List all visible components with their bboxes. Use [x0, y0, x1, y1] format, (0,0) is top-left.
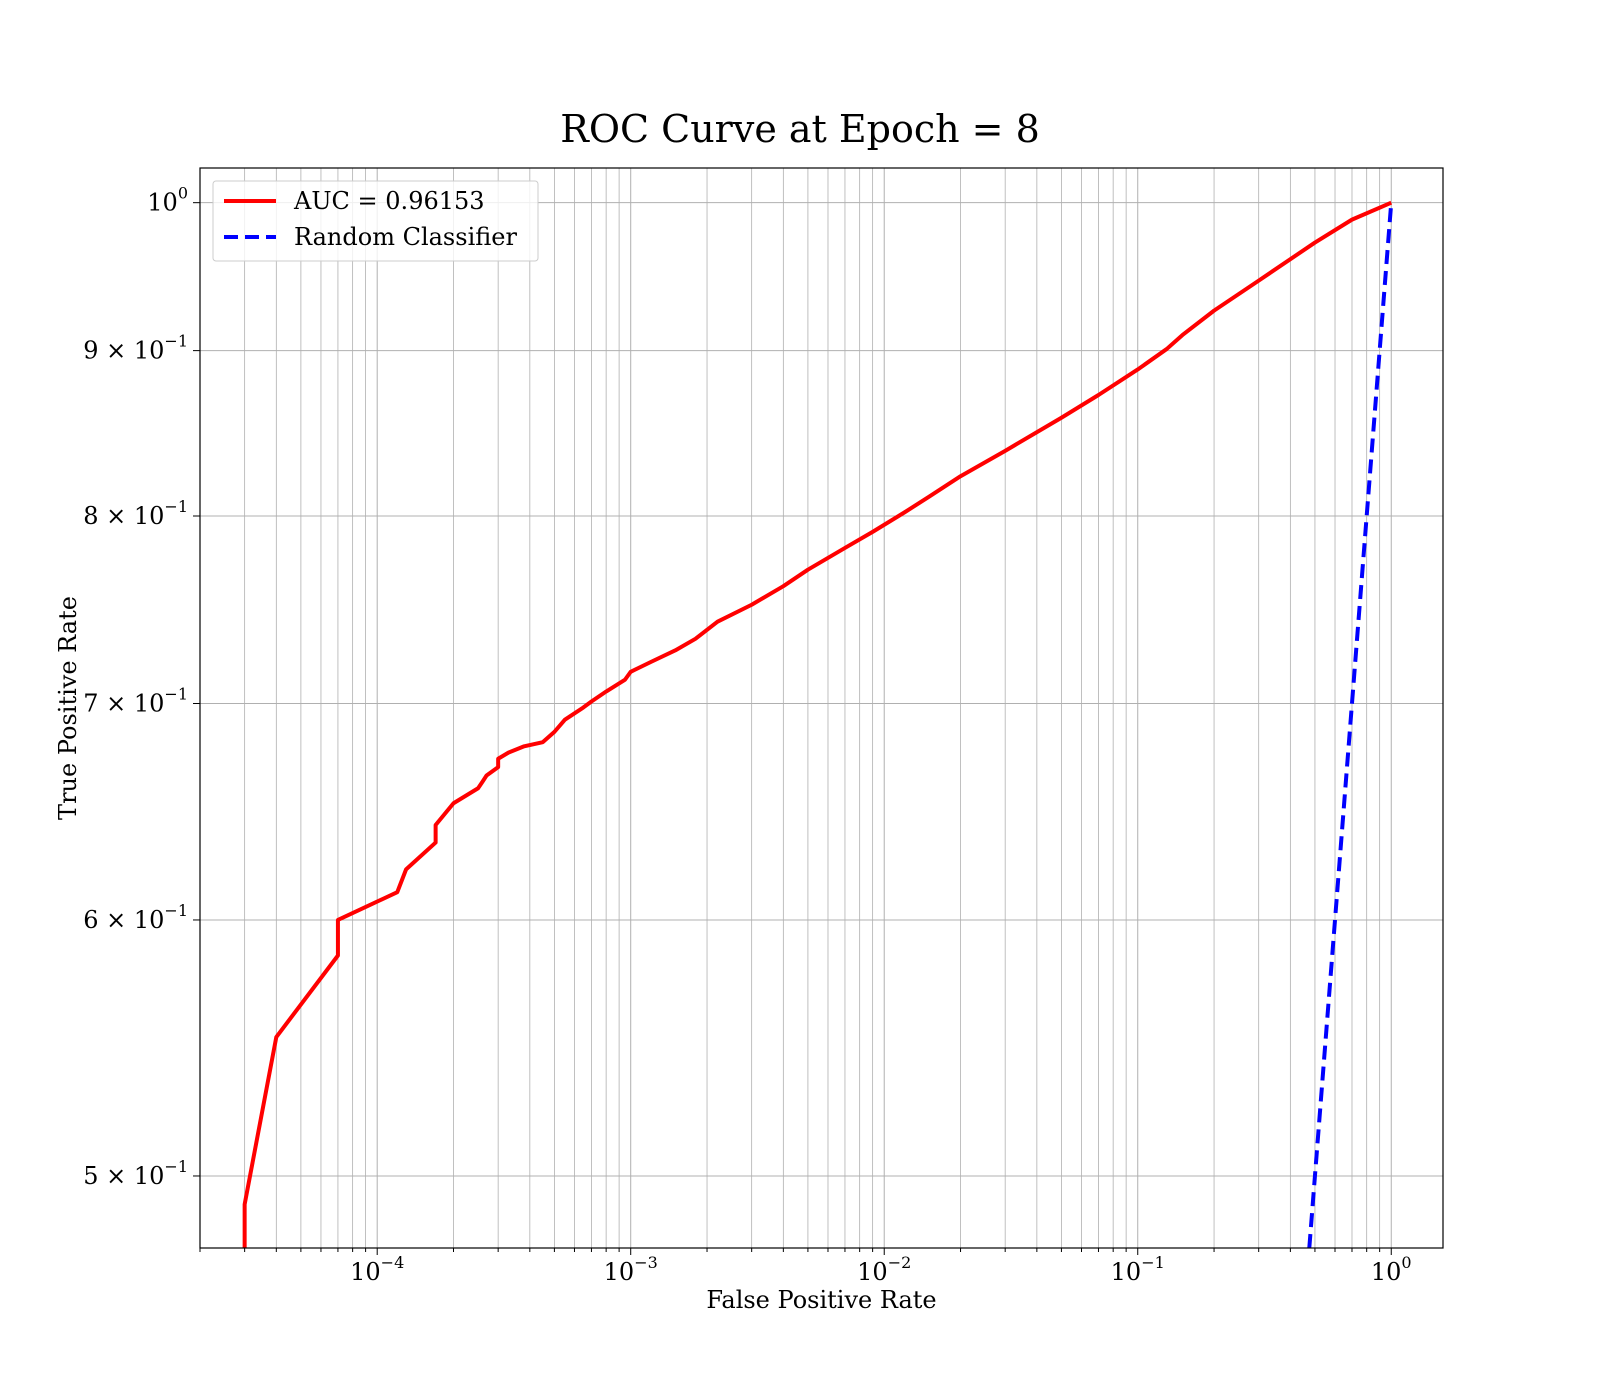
y-tick-label: 6 × 10−1: [83, 901, 188, 934]
chart-title: ROC Curve at Epoch = 8: [560, 107, 1040, 151]
legend-box: [212, 180, 539, 262]
legend-label-auc: AUC = 0.96153: [293, 187, 485, 215]
roc-curve-line: [242, 200, 1393, 1248]
y-tick-label: 100: [147, 184, 188, 217]
y-axis-label: True Positive Rate: [54, 596, 82, 820]
x-tick-label: 10−1: [1111, 1253, 1165, 1286]
plot-frame: [199, 167, 1444, 1249]
grid-lines: [199, 168, 1443, 1248]
legend-label-random: Random Classifier: [294, 223, 517, 251]
y-tick-label: 8 × 10−1: [83, 497, 188, 530]
x-tick-label: 10−3: [604, 1253, 658, 1286]
legend: AUC = 0.96153 Random Classifier: [212, 180, 539, 262]
x-tick-label: 100: [1371, 1253, 1412, 1286]
x-tick-label: 10−4: [350, 1253, 404, 1286]
x-axis-label: False Positive Rate: [706, 1286, 936, 1314]
y-tick-label: 5 × 10−1: [83, 1157, 188, 1190]
random-classifier-line: [1307, 202, 1394, 1248]
y-tick-label: 7 × 10−1: [83, 685, 188, 718]
y-tick-label: 9 × 10−1: [83, 332, 188, 365]
x-tick-label: 10−2: [857, 1253, 911, 1286]
series-lines: [242, 200, 1394, 1248]
axis-ticks: 10−4 10−3 10−2 10−1 100 100 9 × 10−1 8 × 10−1 7 …: [83, 184, 1411, 1286]
